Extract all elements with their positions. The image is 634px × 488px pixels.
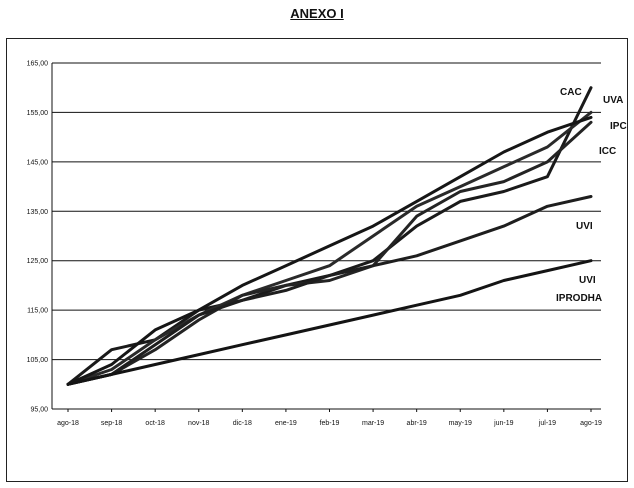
series-label-iprodha: IPRODHA bbox=[556, 293, 602, 304]
series-layer bbox=[66, 86, 593, 386]
y-tick-label: 95,00 bbox=[30, 407, 48, 414]
x-tick-label: mar-19 bbox=[362, 420, 384, 427]
y-tick-label: 115,00 bbox=[27, 308, 48, 315]
series-line-cac bbox=[66, 86, 593, 386]
x-tick-label: jul-19 bbox=[538, 420, 556, 427]
series-label-uva: UVA bbox=[603, 95, 623, 106]
x-tick-label: oct-18 bbox=[145, 420, 165, 427]
x-tick-label: jun-19 bbox=[493, 420, 514, 427]
page-title: ANEXO I bbox=[290, 6, 344, 21]
chart-frame: 95,00 105,00 115,00 125,00 135,00 145,00 155,0… bbox=[6, 38, 628, 482]
y-tick-label: 145,00 bbox=[27, 159, 49, 166]
axis-layer: 95,00 105,00 115,00 125,00 135,00 145,00 155,0… bbox=[27, 61, 602, 428]
grid-layer bbox=[52, 62, 601, 410]
y-tick-label: 125,00 bbox=[27, 258, 49, 265]
x-tick-label: abr-19 bbox=[407, 420, 427, 427]
series-label-uvi: UVI bbox=[579, 275, 596, 286]
y-tick-label: 135,00 bbox=[27, 209, 49, 216]
series-label-ipc: IPC bbox=[610, 121, 627, 132]
series-line-ipc bbox=[66, 115, 593, 386]
x-tick-label: feb-19 bbox=[320, 420, 340, 427]
series-line-uvi bbox=[66, 195, 593, 386]
series-label-uvi: UVI bbox=[576, 221, 593, 232]
x-tick-label: nov-18 bbox=[188, 420, 210, 427]
x-tick-label: sep-18 bbox=[101, 420, 123, 427]
y-tick-label: 155,00 bbox=[27, 110, 49, 117]
series-line-uvi-iprodha bbox=[66, 259, 593, 386]
x-tick-label: ene-19 bbox=[275, 420, 297, 427]
series-line-uva bbox=[66, 110, 593, 386]
y-tick-label: 105,00 bbox=[27, 357, 49, 364]
x-tick-label: ago-19 bbox=[580, 420, 602, 427]
series-label-icc: ICC bbox=[599, 146, 616, 157]
series-line-icc bbox=[66, 120, 593, 386]
label-layer: CAC UVA IPC ICC UVI UVI IPRODHA bbox=[556, 87, 627, 304]
x-tick-label: ago-18 bbox=[57, 420, 79, 427]
line-chart: 95,00 105,00 115,00 125,00 135,00 145,00 155,0… bbox=[27, 61, 627, 428]
x-tick-label: dic-18 bbox=[233, 420, 252, 427]
x-tick-label: may-19 bbox=[449, 420, 472, 427]
y-tick-label: 165,00 bbox=[27, 61, 49, 68]
series-label-cac: CAC bbox=[560, 87, 582, 98]
